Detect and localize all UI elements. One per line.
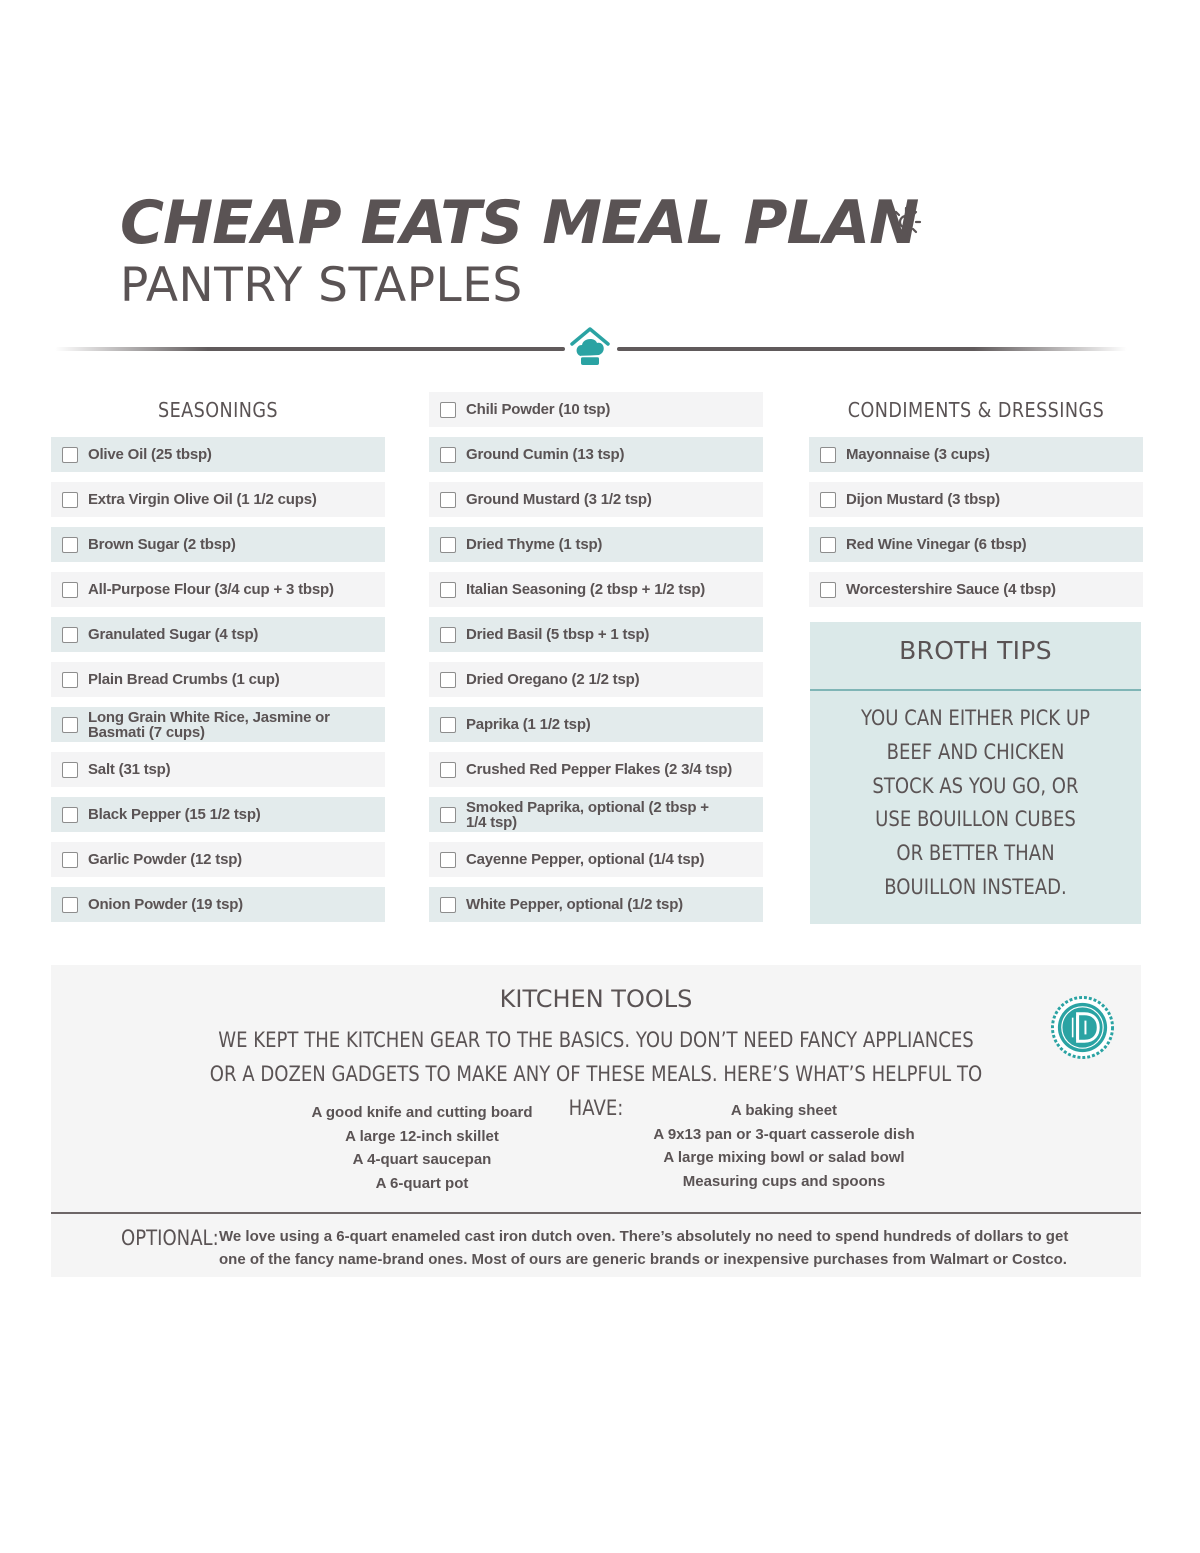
- condiments-list: Mayonnaise (3 cups) Dijon Mustard (3 tbs…: [809, 437, 1143, 607]
- page-title: CHEAP EATS MEAL PLAN: [120, 188, 919, 258]
- broth-tips-heading: BROTH TIPS: [899, 636, 1052, 665]
- spice-item[interactable]: Cayenne Pepper, optional (1/4 tsp): [429, 842, 763, 877]
- spice-item[interactable]: Chili Powder (10 tsp): [429, 392, 763, 427]
- spice-item[interactable]: Dried Thyme (1 tsp): [429, 527, 763, 562]
- condiment-item[interactable]: Red Wine Vinegar (6 tbsp): [809, 527, 1143, 562]
- spice-item[interactable]: Dried Basil (5 tbsp + 1 tsp): [429, 617, 763, 652]
- seasoning-item[interactable]: Olive Oil (25 tbsp): [51, 437, 385, 472]
- checkbox-icon[interactable]: [62, 716, 78, 733]
- spice-item[interactable]: Ground Cumin (13 tsp): [429, 437, 763, 472]
- seasoning-item[interactable]: Extra Virgin Olive Oil (1 1/2 cups): [51, 482, 385, 517]
- checkbox-icon[interactable]: [440, 671, 456, 688]
- kitchen-tools-list-left: A good knife and cutting board A large 1…: [272, 1101, 572, 1195]
- checkbox-icon[interactable]: [440, 806, 456, 823]
- seasoning-item[interactable]: Granulated Sugar (4 tsp): [51, 617, 385, 652]
- kitchen-tools-panel: KITCHEN TOOLS WE KEPT THE KITCHEN GEAR T…: [51, 965, 1141, 1213]
- seasoning-item[interactable]: Plain Bread Crumbs (1 cup): [51, 662, 385, 697]
- tool-item: A large mixing bowl or salad bowl: [663, 1149, 905, 1166]
- seasoning-item[interactable]: Salt (31 tsp): [51, 752, 385, 787]
- checkbox-icon[interactable]: [62, 806, 78, 823]
- spice-item[interactable]: Dried Oregano (2 1/2 tsp): [429, 662, 763, 697]
- condiment-item[interactable]: Worcestershire Sauce (4 tbsp): [809, 572, 1143, 607]
- tool-item: A baking sheet: [730, 1102, 838, 1119]
- checkbox-icon[interactable]: [440, 851, 456, 868]
- seasoning-item[interactable]: Brown Sugar (2 tbsp): [51, 527, 385, 562]
- kitchen-tools-heading: KITCHEN TOOLS: [499, 985, 693, 1013]
- checkbox-icon[interactable]: [62, 851, 78, 868]
- kitchen-tools-list-right: A baking sheet A 9x13 pan or 3-quart cas…: [634, 1099, 934, 1193]
- condiment-item[interactable]: Dijon Mustard (3 tbsp): [809, 482, 1143, 517]
- broth-tips-text: YOU CAN EITHER PICK UP BEEF AND CHICKEN …: [860, 706, 1091, 899]
- checkbox-icon[interactable]: [440, 581, 456, 598]
- checkbox-icon[interactable]: [62, 536, 78, 553]
- badge-logo-icon: [1051, 996, 1114, 1059]
- page-subtitle: PANTRY STAPLES: [120, 258, 523, 313]
- checkbox-icon[interactable]: [62, 761, 78, 778]
- condiments-heading: CONDIMENTS & DRESSINGS: [847, 398, 1105, 422]
- checkbox-icon[interactable]: [440, 626, 456, 643]
- spice-item[interactable]: Ground Mustard (3 1/2 tsp): [429, 482, 763, 517]
- optional-note: OPTIONAL: We love using a 6-quart enamel…: [51, 1214, 1141, 1277]
- condiment-item[interactable]: Mayonnaise (3 cups): [809, 437, 1143, 472]
- checkbox-icon[interactable]: [820, 536, 836, 553]
- optional-text: We love using a 6-quart enameled cast ir…: [219, 1228, 1069, 1268]
- seasonings-list: Olive Oil (25 tbsp) Extra Virgin Olive O…: [51, 437, 385, 922]
- tool-item: Measuring cups and spoons: [682, 1172, 886, 1190]
- checkbox-icon[interactable]: [440, 536, 456, 553]
- kitchen-tools-divider: [51, 1212, 1141, 1214]
- spice-item[interactable]: Crushed Red Pepper Flakes (2 3/4 tsp): [429, 752, 763, 787]
- header-divider-right: [617, 347, 1127, 351]
- tool-item: A large 12-inch skillet: [345, 1127, 499, 1145]
- checkbox-icon[interactable]: [62, 896, 78, 913]
- checkbox-icon[interactable]: [820, 491, 836, 508]
- checkbox-icon[interactable]: [440, 716, 456, 733]
- chef-hat-home-icon: [570, 327, 610, 365]
- checkbox-icon[interactable]: [440, 401, 456, 418]
- checkbox-icon[interactable]: [62, 671, 78, 688]
- seasoning-item[interactable]: All-Purpose Flour (3/4 cup + 3 tbsp): [51, 572, 385, 607]
- seasoning-item[interactable]: Black Pepper (15 1/2 tsp): [51, 797, 385, 832]
- checkbox-icon[interactable]: [62, 491, 78, 508]
- spice-item[interactable]: Paprika (1 1/2 tsp): [429, 707, 763, 742]
- checkbox-icon[interactable]: [62, 626, 78, 643]
- tool-item: A 9x13 pan or 3-quart casserole dish: [653, 1125, 915, 1143]
- header-divider-left: [55, 347, 565, 351]
- spice-item[interactable]: Italian Seasoning (2 tbsp + 1/2 tsp): [429, 572, 763, 607]
- checkbox-icon[interactable]: [440, 491, 456, 508]
- spice-item[interactable]: Smoked Paprika, optional (2 tbsp + 1/4 t…: [429, 797, 763, 832]
- spice-item[interactable]: White Pepper, optional (1/2 tsp): [429, 887, 763, 922]
- seasonings-heading: SEASONINGS: [157, 398, 279, 422]
- broth-tips-panel: BROTH TIPS YOU CAN EITHER PICK UP BEEF A…: [810, 622, 1141, 924]
- kitchen-tools-intro: WE KEPT THE KITCHEN GEAR TO THE BASICS. …: [209, 1028, 983, 1120]
- checkbox-icon[interactable]: [440, 761, 456, 778]
- broth-tips-divider: [810, 689, 1141, 691]
- checkbox-icon[interactable]: [440, 446, 456, 463]
- checkbox-icon[interactable]: [62, 446, 78, 463]
- checkbox-icon[interactable]: [62, 581, 78, 598]
- spices-list: Chili Powder (10 tsp) Ground Cumin (13 t…: [429, 392, 763, 922]
- seasoning-item[interactable]: Long Grain White Rice, Jasmine or Basmat…: [51, 707, 385, 742]
- seasoning-item[interactable]: Onion Powder (19 tsp): [51, 887, 385, 922]
- tool-item: A good knife and cutting board: [311, 1104, 533, 1121]
- checkbox-icon[interactable]: [440, 896, 456, 913]
- optional-label: OPTIONAL:: [121, 1226, 219, 1250]
- seasoning-item[interactable]: Garlic Powder (12 tsp): [51, 842, 385, 877]
- checkbox-icon[interactable]: [820, 446, 836, 463]
- tool-item: A 4-quart saucepan: [352, 1151, 492, 1168]
- checkbox-icon[interactable]: [820, 581, 836, 598]
- tool-item: A 6-quart pot: [375, 1174, 469, 1192]
- sun-icon: [890, 206, 922, 238]
